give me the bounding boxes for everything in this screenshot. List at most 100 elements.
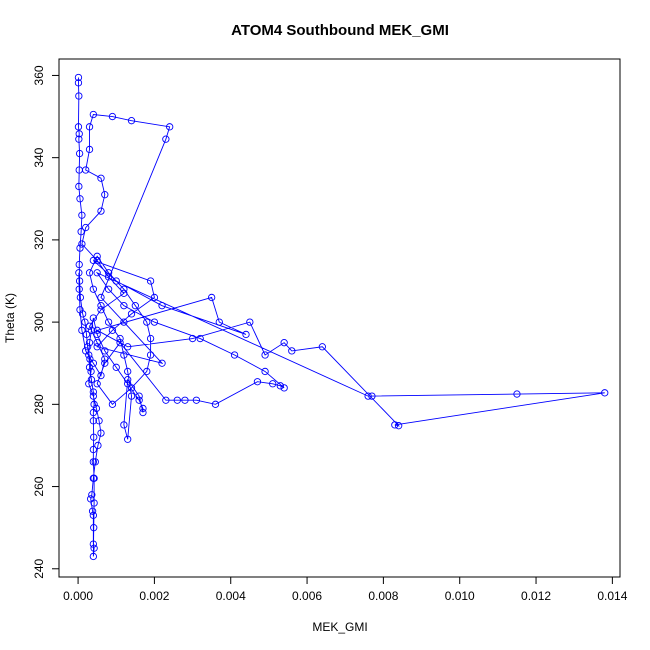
data-point [89, 256, 98, 265]
data-point [82, 166, 90, 174]
data-point [78, 240, 86, 248]
data-point [124, 435, 132, 443]
y-tick-label: 340 [32, 147, 46, 167]
x-tick-label: 0.010 [445, 589, 475, 603]
data-point [318, 343, 326, 351]
data-point [513, 390, 521, 398]
data-point [127, 384, 136, 392]
y-tick-label: 360 [32, 65, 46, 85]
data-point [246, 318, 254, 326]
x-tick-label: 0.004 [216, 589, 246, 603]
data-point [146, 351, 155, 359]
data-point [196, 334, 204, 343]
data-point [135, 392, 143, 400]
data-point [90, 544, 98, 552]
data-point [104, 285, 113, 293]
data-point [173, 396, 181, 404]
data-point [120, 302, 128, 310]
y-tick-label: 260 [32, 476, 46, 496]
data-point [87, 367, 95, 376]
data-point [601, 389, 609, 397]
data-point [120, 289, 128, 297]
data-point [368, 392, 376, 400]
data-point [82, 330, 91, 339]
data-point [95, 417, 103, 425]
data-point [139, 404, 147, 413]
data-point [97, 293, 105, 302]
data-point [158, 302, 166, 310]
data-point [76, 306, 84, 314]
data-point [112, 277, 120, 285]
x-axis-label: MEK_GMI [312, 620, 367, 634]
data-point [280, 384, 288, 392]
data-point [93, 252, 101, 260]
data-point [89, 110, 98, 119]
data-point [75, 149, 84, 158]
data-point [74, 123, 83, 131]
data-point [83, 343, 92, 351]
data-point [75, 260, 83, 269]
data-point [97, 174, 105, 182]
data-point [146, 277, 155, 285]
data-point [87, 376, 96, 384]
x-tick-label: 0.008 [368, 589, 398, 603]
data-point [242, 330, 250, 339]
plot-area-frame [58, 58, 621, 578]
data-point [97, 302, 105, 310]
data-point [93, 343, 101, 351]
data-point [85, 123, 94, 131]
data-point [78, 326, 86, 334]
data-point [108, 326, 117, 334]
data-point [88, 491, 96, 499]
data-point [261, 351, 269, 359]
data-point [215, 318, 223, 326]
data-point [93, 256, 101, 265]
data-point [93, 380, 101, 388]
data-point [75, 92, 83, 100]
data-point [89, 511, 98, 519]
data-point [116, 334, 124, 343]
data-point [97, 207, 105, 215]
data-point [104, 269, 113, 277]
data-point [188, 334, 197, 343]
data-point [120, 351, 128, 359]
data-point [91, 458, 99, 466]
data-point [75, 130, 83, 138]
data-point [230, 351, 239, 359]
data-point [124, 380, 132, 388]
data-point [90, 433, 98, 441]
data-point [211, 400, 220, 408]
data-point [89, 359, 98, 367]
data-point [85, 363, 94, 371]
y-tick-label: 300 [32, 312, 46, 332]
data-point [93, 269, 101, 277]
y-tick-label: 320 [32, 230, 46, 250]
data-point [181, 396, 189, 404]
data-point [108, 112, 117, 121]
data-point [124, 376, 132, 384]
data-point [85, 269, 94, 277]
data-point [74, 73, 83, 82]
data-point [150, 293, 159, 302]
data-point [89, 540, 98, 548]
data-point [104, 273, 113, 281]
data-point [101, 191, 109, 199]
data-point [89, 314, 98, 322]
data-point [269, 380, 277, 388]
data-point [120, 318, 128, 326]
y-axis: 240 260 280 300 320 340 360 [32, 65, 60, 579]
data-point [78, 211, 86, 219]
data-point [139, 408, 147, 417]
data-point [97, 306, 105, 314]
series-line [78, 77, 605, 557]
y-tick-label: 280 [32, 394, 46, 414]
data-point [158, 359, 166, 367]
data-point [89, 417, 98, 425]
data-point [75, 269, 83, 277]
data-point [90, 499, 98, 507]
data-point [94, 441, 102, 450]
data-point [101, 347, 109, 355]
plot-layer [74, 73, 609, 561]
data-point [207, 293, 216, 302]
